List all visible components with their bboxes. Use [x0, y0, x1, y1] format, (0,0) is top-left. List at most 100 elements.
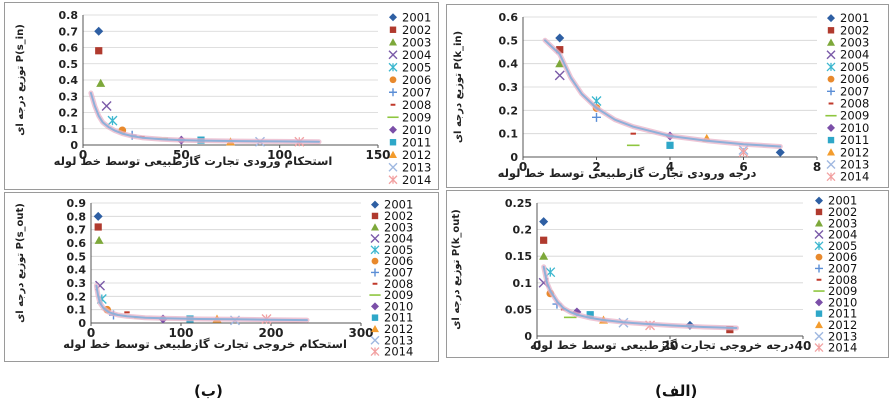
- y-tick-label: 0.1: [513, 277, 533, 290]
- x-tick-label: 0: [533, 339, 541, 353]
- y-tick-label: 0.4: [499, 58, 519, 71]
- data-point: [101, 101, 112, 111]
- legend-marker: [814, 343, 824, 353]
- y-tick-label: 0.5: [499, 34, 519, 47]
- data-point: [94, 235, 104, 244]
- y-axis-label: توزیع درجه ای P(k_out): [451, 209, 462, 329]
- data-point: [539, 217, 549, 227]
- legend-marker: [815, 264, 823, 273]
- y-tick-label: 0.2: [513, 224, 533, 237]
- legend-label: 2009: [828, 284, 857, 298]
- y-tick-label: 0.15: [505, 250, 532, 263]
- fit-curve: [544, 39, 782, 148]
- legend-marker: [388, 50, 398, 60]
- y-tick-label: 0.3: [59, 90, 79, 103]
- caption-left: (ب): [194, 382, 223, 400]
- legend-label: 2007: [828, 261, 857, 275]
- y-axis-label: توزیع درجه ای P(k_in): [453, 31, 464, 143]
- legend-label: 2009: [402, 110, 431, 124]
- legend-label: 2006: [402, 73, 431, 87]
- legend-marker: [389, 150, 397, 158]
- legend-marker: [371, 223, 379, 231]
- data-point: [95, 47, 103, 55]
- legend-marker: [388, 175, 398, 185]
- x-tick-label: 0: [87, 326, 95, 340]
- y-tick-label: 0.4: [67, 264, 87, 277]
- legend-label: 2002: [384, 209, 413, 223]
- chart-panel-top-left: 0 0.1 0.2 0.3 0.4 0.5 0.6 0.7 0.8 0 50 100 150 استحکا…: [4, 2, 439, 190]
- fit-curve-halo: [541, 264, 739, 331]
- legend-marker: [389, 26, 397, 33]
- legend-label: 2002: [402, 23, 431, 37]
- chart-svg-top-right: 0 0.1 0.2 0.3 0.4 0.5 0.6 0 2 4 6 8 درجه ورودی تجارت…: [453, 11, 869, 184]
- legend-marker: [827, 136, 835, 144]
- data-point: [107, 115, 118, 126]
- legend-label: 2004: [828, 228, 857, 242]
- chart-panel-bottom-left: 0 0.1 0.2 0.3 0.4 0.5 0.6 0.7 0.8 0.9 0 100 200 300 اس…: [4, 192, 439, 362]
- y-axis-label: توزیع درجه ای P(s_out): [15, 203, 26, 323]
- x-axis-label: درجه خروجی تجارت گازطبیعی توسط خط لوله: [530, 338, 794, 353]
- legend-marker: [826, 172, 836, 182]
- legend-label: 2011: [840, 133, 869, 147]
- legend-marker: [827, 38, 835, 46]
- x-tick-label: 200: [258, 326, 283, 340]
- data-point: [592, 112, 601, 122]
- legend-marker: [827, 87, 835, 96]
- y-tick-label: 0.1: [67, 304, 87, 317]
- legend-label: 2006: [384, 254, 413, 268]
- legend-label: 2008: [840, 97, 869, 111]
- y-tick-label: 0: [70, 139, 78, 152]
- legend-label: 2006: [840, 72, 869, 86]
- legend-label: 2002: [828, 205, 857, 219]
- data-point: [666, 141, 674, 149]
- data-point: [96, 78, 106, 87]
- legend-label: 2014: [840, 170, 869, 184]
- legend-label: 2008: [384, 277, 413, 291]
- legend-label: 2009: [840, 109, 869, 123]
- x-tick-label: 20: [662, 339, 679, 353]
- x-axis-label: استحکام خروجی تجارت گازطبیعی توسط خط لول…: [63, 337, 347, 352]
- legend-marker: [371, 324, 379, 333]
- legend-marker: [826, 62, 836, 72]
- data-point: [775, 147, 785, 157]
- legend-marker: [827, 123, 835, 132]
- x-axis-label: استحکام ورودی تجارت گازطبیعی توسط خط لول…: [54, 154, 333, 169]
- y-tick-label: 0.8: [59, 9, 79, 22]
- y-tick-label: 0.1: [499, 128, 519, 141]
- data-point: [540, 236, 548, 244]
- legend-label: 2009: [384, 288, 413, 302]
- legend-marker: [827, 75, 835, 83]
- y-tick-label: 0.5: [67, 250, 87, 263]
- chart-svg-top-left: 00.10.20.30.40.50.60.70.80 50 100 150استحکا…: [15, 9, 431, 187]
- legend-marker: [389, 139, 397, 146]
- x-tick-label: 8: [813, 160, 821, 174]
- x-tick-label: 300: [348, 326, 373, 340]
- x-tick-label: 2: [592, 160, 600, 174]
- legend-marker: [389, 88, 397, 97]
- legend-label: 2001: [840, 11, 869, 25]
- legend-label: 2013: [828, 329, 857, 343]
- legend-label: 2005: [384, 243, 413, 257]
- legend-label: 2007: [402, 85, 431, 99]
- legend-marker: [389, 13, 397, 22]
- x-tick-label: 6: [739, 160, 747, 174]
- legend-marker: [815, 298, 823, 307]
- x-tick-label: 40: [795, 339, 812, 353]
- legend-label: 2004: [402, 48, 431, 62]
- legend-label: 2012: [402, 148, 431, 162]
- legend-label: 2003: [828, 216, 857, 230]
- chart-panel-bottom-right: 0 0.05 0.1 0.15 0.2 0.25 0 20 40 درجه خروجی تجارت…: [446, 190, 889, 358]
- data-point: [94, 223, 102, 231]
- x-axis-label: درجه ورودی تجارت گازطبیعی توسط خط لوله: [498, 166, 757, 181]
- data-point: [93, 211, 103, 221]
- fit-curve-halo: [93, 283, 310, 323]
- legend-label: 2005: [828, 239, 857, 253]
- y-tick-label: 0: [524, 330, 532, 343]
- legend-label: 2013: [840, 158, 869, 172]
- legend-marker: [370, 234, 380, 244]
- data-point: [555, 33, 565, 43]
- fit-curve: [89, 92, 320, 143]
- y-tick-label: 0.3: [499, 81, 519, 94]
- legend-label: 2011: [402, 135, 431, 149]
